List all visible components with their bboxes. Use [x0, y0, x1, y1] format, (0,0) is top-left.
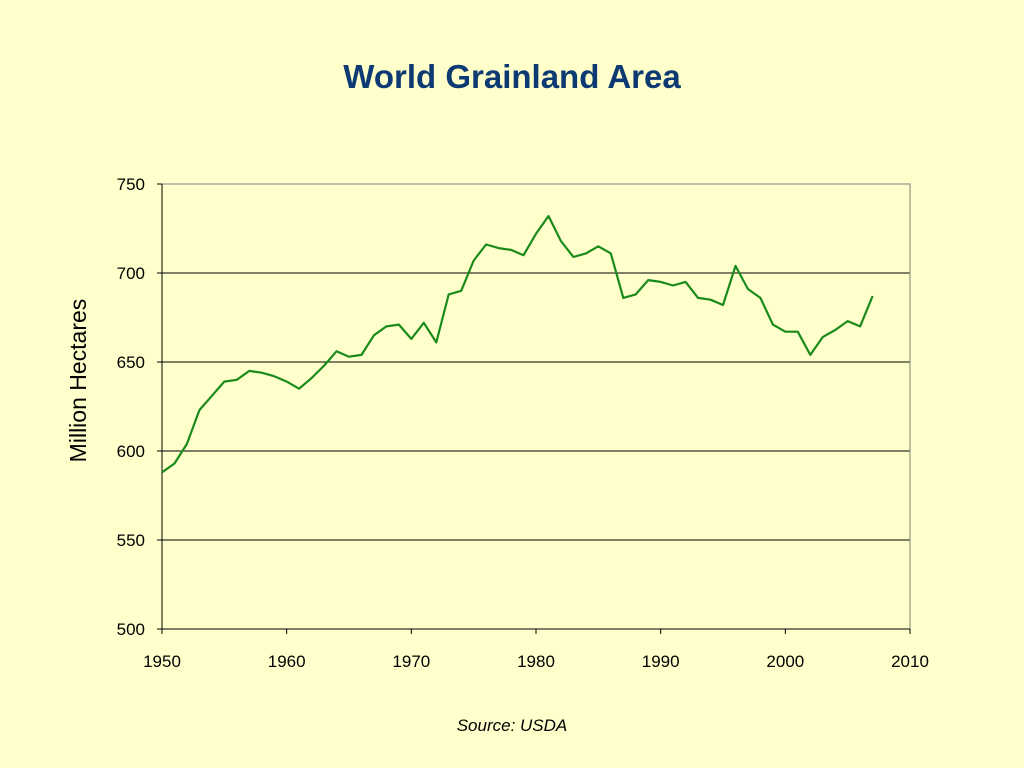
series-layer [161, 214, 874, 474]
y-tick-label: 750 [117, 175, 145, 194]
y-tick-label: 550 [117, 531, 145, 550]
axis-layer: 500 550 600 650 700 750 1950 1960 1970 1980 1990 20… [117, 175, 929, 671]
plot-border [161, 183, 911, 630]
y-tick-label: 600 [117, 442, 145, 461]
x-tick-label: 1980 [517, 652, 555, 671]
y-tick-label: 500 [117, 620, 145, 639]
x-tick-label: 1950 [143, 652, 181, 671]
x-tick-label: 1970 [392, 652, 430, 671]
y-axis-label: Million Hectares [65, 299, 91, 463]
x-tick-label: 2000 [766, 652, 804, 671]
x-tick-label: 1990 [642, 652, 680, 671]
y-tick-label: 650 [117, 353, 145, 372]
series-line [161, 214, 874, 474]
source-note: Source: USDA [456, 716, 568, 735]
grid-layer [162, 183, 910, 541]
y-tick-label: 700 [117, 264, 145, 283]
chart-title: World Grainland Area [343, 58, 681, 95]
x-tick-label: 1960 [268, 652, 306, 671]
x-tick-label: 2010 [891, 652, 929, 671]
